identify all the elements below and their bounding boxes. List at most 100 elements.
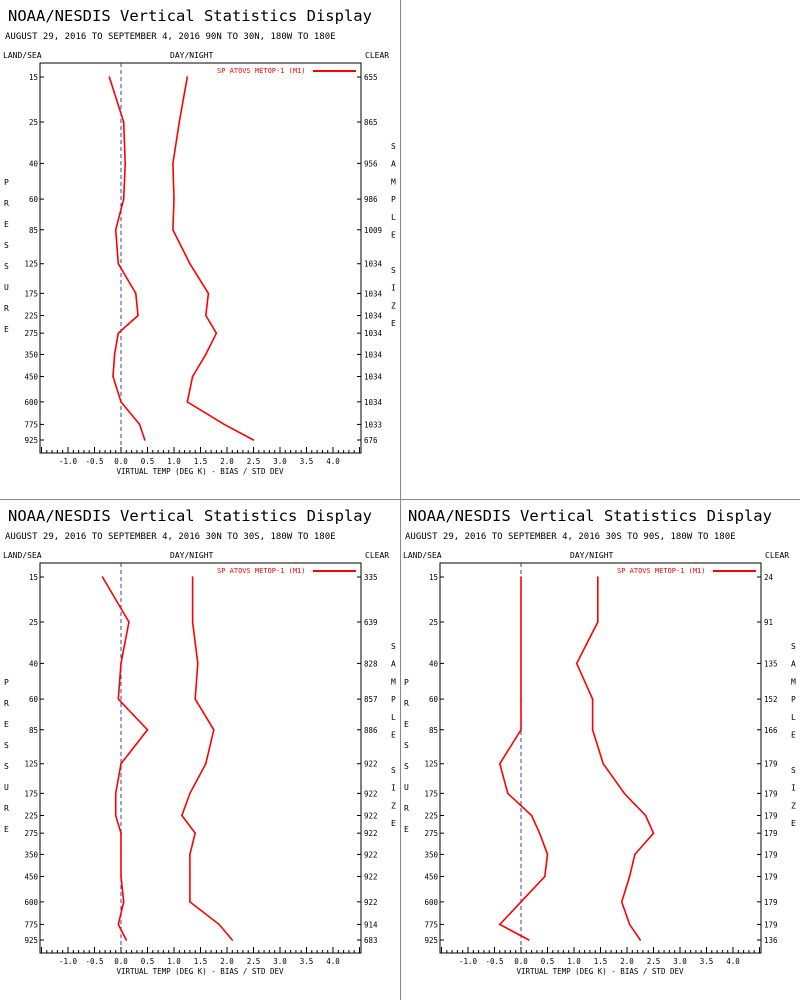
x-axis-ticks <box>41 447 360 453</box>
data-point-bias <box>122 121 125 123</box>
pressure-tick-label: 85 <box>29 226 38 235</box>
sample-size-label: 986 <box>364 195 378 204</box>
chart-panel-south: NOAA/NESDIS Vertical Statistics Display A… <box>400 500 800 1000</box>
x-tick-label: 4.0 <box>726 957 740 966</box>
x-tick-label: 0.5 <box>141 957 155 966</box>
sample-size-axis-letter: P <box>391 195 396 204</box>
data-point-bias <box>124 162 127 165</box>
sample-size-label: 179 <box>764 789 778 798</box>
data-point-std_dev <box>173 198 175 200</box>
data-point-bias <box>101 576 104 578</box>
sample-size-label: 922 <box>364 898 378 907</box>
sample-size-label: 179 <box>764 873 778 882</box>
land-sea-label: LAND/SEA <box>3 51 42 60</box>
legend-entry: SP ATOVS METOP-1 (M1) <box>217 67 306 75</box>
series-line-bias <box>108 76 146 441</box>
data-point-bias <box>113 353 116 356</box>
data-point-std_dev <box>628 923 631 926</box>
data-point-std_dev <box>252 439 255 441</box>
sample-size-axis-letter: S <box>791 642 796 651</box>
sample-size-label: 335 <box>364 573 378 582</box>
pressure-tick-label: 925 <box>24 936 38 945</box>
sample-size-axis-letter: I <box>391 784 396 793</box>
data-point-bias <box>499 923 501 926</box>
pressure-axis-letter: R <box>4 199 9 208</box>
panel-divider-horizontal <box>0 499 800 500</box>
sample-size-axis-letter: E <box>391 731 396 740</box>
data-point-bias <box>122 901 125 903</box>
data-point-bias <box>117 698 120 700</box>
pressure-tick-label: 600 <box>24 398 38 407</box>
data-point-std_dev <box>215 332 218 334</box>
sample-size-axis-letter: E <box>391 819 396 828</box>
plot-frame <box>439 562 762 954</box>
x-tick-label: 4.0 <box>326 457 340 466</box>
pressure-axis-letter: E <box>404 720 409 729</box>
x-tick-label: 0.0 <box>114 957 128 966</box>
data-point-std_dev <box>597 576 599 578</box>
pressure-axis-letter: E <box>404 825 409 834</box>
pressure-tick-label: 225 <box>424 811 438 820</box>
sample-size-axis-letter: E <box>391 319 396 328</box>
pressure-tick-label: 60 <box>29 195 39 204</box>
data-point-std_dev <box>652 832 655 834</box>
plot-frame <box>39 62 362 454</box>
sample-size-axis-letter: P <box>391 695 396 704</box>
pressure-tick-label: 15 <box>429 573 438 582</box>
sample-size-axis-letter: S <box>391 642 396 651</box>
x-tick-label: 1.0 <box>167 957 181 966</box>
data-point-bias <box>114 228 117 231</box>
sample-size-label: 956 <box>364 159 378 168</box>
pressure-axis-letter: E <box>4 220 9 229</box>
pressure-axis-letter: E <box>4 825 9 834</box>
sample-size-axis-letter: E <box>791 819 796 828</box>
data-point-std_dev <box>628 875 631 878</box>
sample-size-axis-letter: M <box>791 677 796 686</box>
x-tick-label: 1.0 <box>167 457 181 466</box>
pressure-tick-label: 275 <box>24 829 38 838</box>
pressure-tick-label: 775 <box>24 420 38 429</box>
plot-frame <box>39 562 362 954</box>
sample-size-label: 1034 <box>364 350 383 359</box>
x-tick-label: -0.5 <box>485 957 503 966</box>
sample-size-label: 152 <box>764 695 778 704</box>
data-point-bias <box>120 401 122 403</box>
data-point-std_dev <box>205 314 207 317</box>
data-point-bias <box>120 832 122 834</box>
sample-size-label: 922 <box>364 789 378 798</box>
data-point-bias <box>530 814 533 817</box>
sample-size-axis-letter: I <box>791 784 796 793</box>
x-tick-label: -1.0 <box>59 957 78 966</box>
sample-size-label: 922 <box>364 850 378 859</box>
sample-size-axis-letter: S <box>391 142 396 151</box>
data-point-bias <box>538 832 541 834</box>
pressure-axis-letter: S <box>404 741 409 750</box>
sample-size-axis-letter: L <box>391 213 396 222</box>
x-tick-label: 1.0 <box>567 957 581 966</box>
x-axis-ticks <box>441 947 760 953</box>
sample-size-label: 1034 <box>364 329 383 338</box>
chart-title: NOAA/NESDIS Vertical Statistics Display <box>8 7 372 25</box>
data-point-bias <box>122 198 125 200</box>
chart-svg: NOAA/NESDIS Vertical Statistics Display A… <box>403 507 796 976</box>
pressure-tick-label: 60 <box>29 695 39 704</box>
sample-size-label: 1034 <box>364 398 383 407</box>
pressure-tick-label: 40 <box>29 659 39 668</box>
x-tick-label: 1.5 <box>594 957 608 966</box>
data-point-bias <box>520 698 522 700</box>
sample-size-axis-letter: S <box>791 766 796 775</box>
data-point-std_dev <box>205 353 207 356</box>
pressure-tick-label: 40 <box>29 159 39 168</box>
sample-size-axis-letter: I <box>391 284 396 293</box>
pressure-axis-letter: U <box>4 283 9 292</box>
pressure-tick-label: 60 <box>429 695 439 704</box>
x-tick-label: -1.0 <box>59 457 78 466</box>
x-tick-label: 2.5 <box>247 957 261 966</box>
pressure-axis-letter: S <box>404 762 409 771</box>
sample-size-label: 1034 <box>364 373 383 382</box>
chart-subtitle: AUGUST 29, 2016 TO SEPTEMBER 4, 2016 90N… <box>5 32 336 42</box>
pressure-tick-label: 350 <box>24 850 38 859</box>
sample-size-label: 683 <box>364 936 378 945</box>
pressure-tick-label: 175 <box>424 789 438 798</box>
